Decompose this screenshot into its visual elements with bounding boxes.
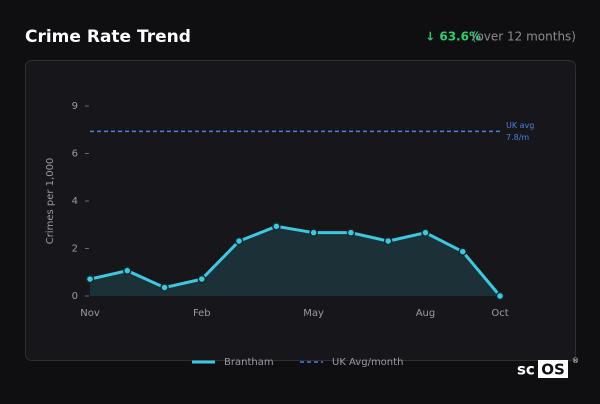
legend-label: UK Avg/month (332, 357, 403, 368)
logo-right: OS (541, 361, 565, 379)
y-tick-label: 9 (72, 101, 78, 112)
data-point (234, 236, 244, 246)
plot: Crimes per 1,000 0 2 4 6 9 Nov Feb May Aug Oct UK a… (45, 101, 534, 368)
x-tick-label: Nov (80, 308, 100, 319)
data-point (383, 236, 393, 246)
title: Crime Rate Trend (25, 27, 191, 47)
y-tick-label: 6 (72, 149, 78, 160)
y-axis-label: Crimes per 1,000 (45, 158, 56, 245)
data-point (309, 228, 318, 237)
x-tick-label: May (303, 308, 324, 319)
data-point (421, 228, 430, 237)
data-point (346, 228, 356, 237)
series-area (90, 226, 500, 296)
data-point (458, 247, 467, 256)
change: ↓ 63.6% (425, 30, 481, 44)
logo-left: sc (517, 361, 535, 379)
y-tick-label: 2 (72, 244, 78, 255)
x-tick-label: Oct (491, 308, 508, 319)
y-tick-label: 4 (72, 196, 78, 207)
data-point (160, 283, 169, 292)
y-tick-label: 0 (72, 291, 78, 302)
reference-label: UK avg (506, 121, 534, 130)
x-tick-label: Feb (193, 308, 211, 319)
logo-mark: ® (572, 357, 579, 365)
reference-label: 7.8/m (506, 133, 529, 142)
data-point (272, 222, 281, 231)
logo-box (538, 360, 568, 378)
series-line (89, 224, 502, 297)
change-note: (over 12 months) (472, 30, 576, 44)
data-point (85, 274, 95, 284)
x-tick-label: Aug (416, 308, 436, 319)
legend-label: Brantham (224, 357, 274, 368)
data-point (197, 274, 207, 284)
data-point (495, 291, 505, 301)
data-point (123, 266, 132, 275)
